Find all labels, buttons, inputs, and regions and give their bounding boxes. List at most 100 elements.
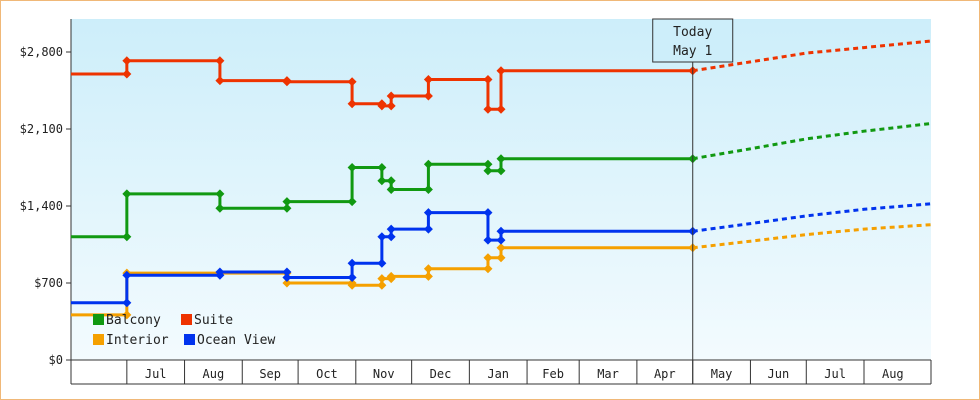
data-point — [483, 104, 493, 114]
y-tick-label: $0 — [49, 353, 63, 367]
data-point — [377, 163, 387, 172]
x-tick-label: Feb — [542, 367, 564, 381]
legend-label: Suite — [194, 313, 233, 328]
data-point — [423, 271, 433, 281]
data-point — [377, 280, 387, 290]
today-label-line1: Today — [673, 25, 712, 40]
legend-swatch — [181, 314, 192, 325]
data-point — [122, 310, 132, 320]
x-tick-label: Aug — [882, 367, 904, 381]
data-point — [496, 226, 506, 236]
data-point — [122, 232, 132, 242]
data-point — [377, 176, 387, 186]
data-point — [386, 185, 396, 194]
series-forecast-line — [692, 223, 932, 250]
today-label-line2: May 1 — [673, 44, 712, 59]
data-point — [483, 235, 493, 245]
data-point — [347, 280, 357, 290]
x-tick-label: Aug — [203, 367, 225, 381]
data-point — [483, 75, 493, 84]
data-point — [496, 166, 506, 176]
x-tick-label: May — [711, 367, 733, 381]
data-point — [423, 208, 433, 218]
data-point — [483, 166, 493, 176]
y-tick-label: $2,800 — [20, 45, 63, 59]
series-suite — [71, 39, 932, 114]
data-point — [122, 189, 132, 199]
data-point — [347, 99, 357, 109]
x-tick-label: Jan — [487, 367, 509, 381]
data-point — [122, 298, 132, 308]
series-ocean-view — [71, 202, 932, 308]
data-point — [347, 163, 357, 172]
today-label-box — [652, 18, 734, 63]
data-point — [215, 56, 225, 66]
y-tick-label: $700 — [34, 276, 63, 290]
x-tick-label: Jun — [768, 367, 790, 381]
data-point — [282, 203, 292, 213]
data-point — [483, 253, 493, 263]
x-tick-label: Jul — [145, 367, 167, 381]
data-point — [496, 243, 506, 253]
series-balcony — [71, 122, 932, 242]
data-point — [215, 203, 225, 213]
data-point — [496, 66, 506, 76]
data-point — [496, 154, 506, 164]
data-point — [483, 159, 493, 169]
data-point — [215, 76, 225, 86]
data-point — [282, 273, 292, 282]
x-tick-label: Oct — [316, 367, 338, 381]
data-point — [386, 101, 396, 111]
y-tick-label: $1,400 — [20, 199, 63, 213]
x-tick-label: Jul — [824, 367, 846, 381]
data-point — [377, 258, 387, 268]
series-forecast-line — [692, 202, 932, 233]
data-point — [282, 278, 292, 288]
data-point — [377, 232, 387, 242]
data-point — [215, 267, 225, 277]
data-point — [483, 264, 493, 274]
data-point — [386, 224, 396, 234]
legend-label: Interior — [106, 333, 169, 348]
data-point — [347, 258, 357, 268]
data-point — [282, 197, 292, 207]
data-point — [386, 232, 396, 242]
x-tick-label: Mar — [597, 367, 619, 381]
data-point — [347, 273, 357, 282]
x-tick-label: Dec — [430, 367, 452, 381]
data-point — [282, 77, 292, 87]
series-forecast-line — [692, 39, 932, 73]
legend-label: Balcony — [106, 313, 161, 328]
x-tick-label: Nov — [373, 367, 395, 381]
data-point — [122, 69, 132, 79]
legend-label: Ocean View — [197, 333, 275, 348]
data-point — [215, 189, 225, 199]
data-point — [423, 185, 433, 194]
data-point — [483, 208, 493, 218]
x-tick-label: Sep — [259, 367, 281, 381]
data-point — [423, 159, 433, 169]
data-point — [122, 56, 132, 66]
data-point — [496, 104, 506, 114]
data-point — [347, 197, 357, 207]
data-point — [386, 176, 396, 186]
data-point — [347, 77, 357, 87]
data-point — [377, 101, 387, 111]
legend-swatch — [184, 334, 195, 345]
y-tick-label: $2,100 — [20, 122, 63, 136]
data-point — [423, 91, 433, 101]
data-point — [282, 267, 292, 277]
data-point — [377, 274, 387, 284]
data-point — [386, 271, 396, 281]
data-point — [386, 91, 396, 101]
data-point — [423, 224, 433, 234]
data-point — [423, 264, 433, 274]
series-forecast-line — [692, 122, 932, 161]
data-point — [122, 270, 132, 280]
data-point — [496, 253, 506, 263]
legend-swatch — [93, 314, 104, 325]
legend-swatch — [93, 334, 104, 345]
data-point — [423, 75, 433, 84]
data-point — [496, 235, 506, 245]
